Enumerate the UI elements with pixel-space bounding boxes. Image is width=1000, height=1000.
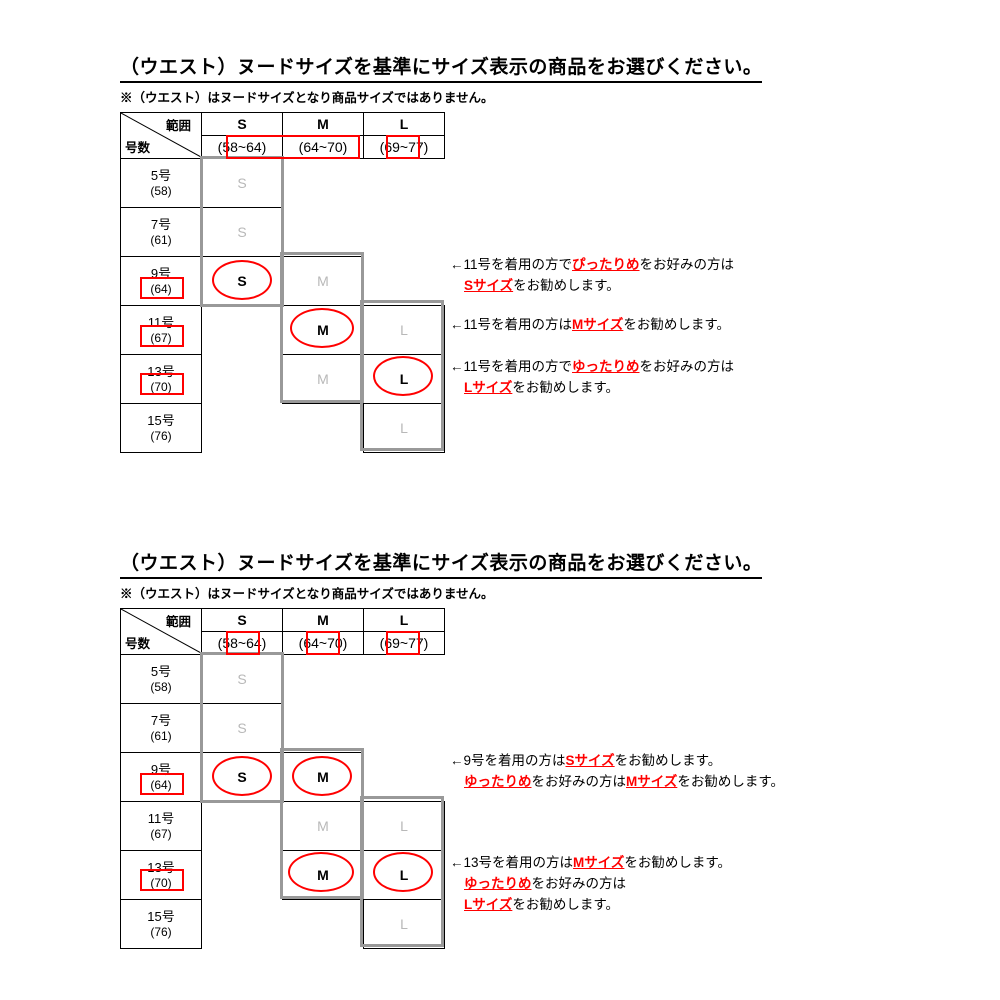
cell-11-m: M (283, 306, 364, 355)
row-7: 7号(61) (121, 208, 202, 257)
section-title: （ウエスト）ヌードサイズを基準にサイズ表示の商品をお選びください。 (120, 52, 762, 83)
section-subtitle: ※（ウエスト）はヌードサイズとなり商品サイズではありません。 (120, 87, 940, 106)
col-s-header: S (202, 113, 283, 136)
cell2-5-s: S (202, 655, 283, 704)
note-m: ←11号を着用の方はMサイズをお勧めします。 (450, 315, 730, 336)
cell-7-s: S (202, 208, 283, 257)
row2-11: 11号(67) (121, 802, 202, 851)
note-l: ←11号を着用の方でゆったりめをお好みの方は Lサイズをお勧めします。 (450, 357, 734, 399)
cell2-13-l: L (364, 851, 445, 900)
hdr-bot-2: 号数 (125, 633, 150, 652)
col-m-2: M (283, 609, 364, 632)
cell-13-m: M (283, 355, 364, 404)
row2-15: 15号(76) (121, 900, 202, 949)
range-l-2: (69~77) (364, 632, 445, 655)
header-diagonal: 範囲 号数 (121, 113, 202, 159)
cell-15-l: L (364, 404, 445, 453)
row-15: 15号(76) (121, 404, 202, 453)
note2-row13: ←13号を着用の方はMサイズをお勧めします。 ゆったりめをお好みの方は Lサイズ… (450, 853, 731, 916)
cell2-9-s: S (202, 753, 283, 802)
note2-row9: ←9号を着用の方はSサイズをお勧めします。 ゆったりめをお好みの方はMサイズをお… (450, 751, 784, 793)
header-top-label: 範囲 (166, 115, 191, 134)
table-wrap-1: 範囲 号数 S M L (58~64) (64~70) (69~77) 5号(5… (120, 112, 940, 453)
range-s: (58~64) (202, 136, 283, 159)
col-l-2: L (364, 609, 445, 632)
col-l-header: L (364, 113, 445, 136)
row-9: 9号(64) (121, 257, 202, 306)
row-13: 13号(70) (121, 355, 202, 404)
col-s-2: S (202, 609, 283, 632)
header-diagonal-2: 範囲 号数 (121, 609, 202, 655)
row-5: 5号(58) (121, 159, 202, 208)
size-chart-section-1: （ウエスト）ヌードサイズを基準にサイズ表示の商品をお選びください。 ※（ウエスト… (120, 52, 940, 453)
cell-11-l: L (364, 306, 445, 355)
cell-9-s: S (202, 257, 283, 306)
cell-13-l: L (364, 355, 445, 404)
row2-5: 5号(58) (121, 655, 202, 704)
range-m-2: (64~70) (283, 632, 364, 655)
table-wrap-2: 範囲 号数 S M L (58~64) (64~70) (69~77) 5号(5… (120, 608, 940, 949)
cell-5-s: S (202, 159, 283, 208)
header-bot-label: 号数 (125, 137, 150, 156)
range-m: (64~70) (283, 136, 364, 159)
section-title-2: （ウエスト）ヌードサイズを基準にサイズ表示の商品をお選びください。 (120, 548, 762, 579)
size-chart-section-2: （ウエスト）ヌードサイズを基準にサイズ表示の商品をお選びください。 ※（ウエスト… (120, 548, 940, 949)
size-table-1: 範囲 号数 S M L (58~64) (64~70) (69~77) 5号(5… (120, 112, 445, 453)
col-m-header: M (283, 113, 364, 136)
section-subtitle-2: ※（ウエスト）はヌードサイズとなり商品サイズではありません。 (120, 583, 940, 602)
row-11: 11号(67) (121, 306, 202, 355)
range-l: (69~77) (364, 136, 445, 159)
cell2-15-l: L (364, 900, 445, 949)
row2-9: 9号(64) (121, 753, 202, 802)
row2-7: 7号(61) (121, 704, 202, 753)
cell2-7-s: S (202, 704, 283, 753)
row2-13: 13号(70) (121, 851, 202, 900)
range-s-2: (58~64) (202, 632, 283, 655)
hdr-top-2: 範囲 (166, 611, 191, 630)
cell2-11-l: L (364, 802, 445, 851)
cell2-11-m: M (283, 802, 364, 851)
note-s: ←11号を着用の方でぴったりめをお好みの方は Sサイズをお勧めします。 (450, 255, 734, 297)
cell2-13-m: M (283, 851, 364, 900)
cell2-9-m: M (283, 753, 364, 802)
size-table-2: 範囲 号数 S M L (58~64) (64~70) (69~77) 5号(5… (120, 608, 445, 949)
cell-9-m: M (283, 257, 364, 306)
